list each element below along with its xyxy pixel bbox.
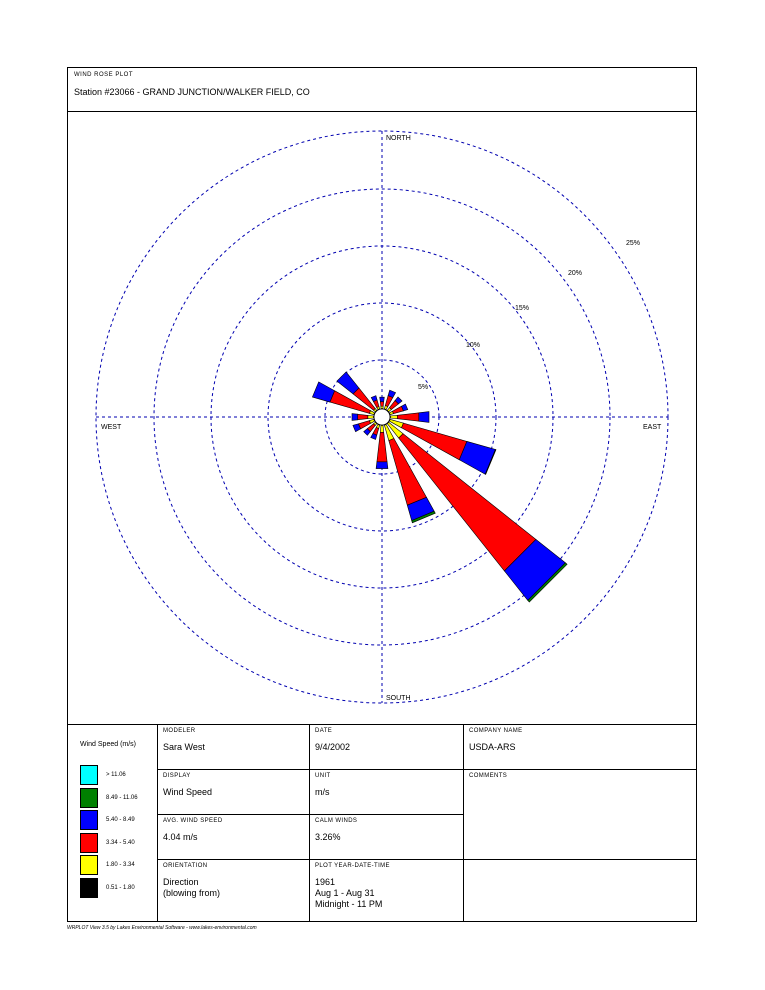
petal-90-bin-1: [390, 414, 398, 420]
legend-item: 0.51 - 1.80: [80, 877, 135, 898]
plot-type-label: WIND ROSE PLOT: [74, 72, 134, 78]
date-label: DATE: [315, 728, 333, 734]
display-cell: DISPLAY Wind Speed: [157, 769, 310, 815]
petal-90-bin-3: [418, 411, 430, 423]
legend-box: Wind Speed (m/s) > 11.06 8.49 - 11.06 5.40…: [67, 724, 158, 922]
calm-winds-cell: CALM WINDS 3.26%: [309, 814, 464, 860]
petal-292.5-bin-3: [311, 381, 335, 403]
ring-label: 25%: [626, 240, 640, 247]
petal-315-bin-3: [336, 371, 360, 395]
calm-winds-label: CALM WINDS: [315, 818, 358, 824]
petal-180-bin-3: [375, 461, 389, 469]
display-value: Wind Speed: [163, 787, 213, 797]
petal-337.5-bin-3: [370, 395, 378, 402]
petal-247.5-bin-3: [352, 423, 361, 433]
station-title: Station #23066 - GRAND JUNCTION/WALKER F…: [74, 87, 310, 97]
petal-0-bin-3: [379, 396, 385, 403]
software-credit: WRPLOT View 3.5 by Lakes Environmental S…: [67, 925, 257, 931]
petal-45-bin-3: [394, 396, 403, 405]
petal-225-bin-3: [363, 428, 371, 436]
petal-90-bin-2: [396, 412, 420, 422]
plot-header: WIND ROSE PLOT Station #23066 - GRAND JU…: [67, 67, 697, 112]
unit-value: m/s: [315, 787, 330, 797]
ring-label: 5%: [418, 384, 428, 391]
petal-270-bin-2: [357, 413, 369, 421]
ring-10: [267, 302, 497, 532]
company-cell: COMPANY NAME USDA-ARS: [463, 724, 697, 770]
north-label: NORTH: [386, 135, 411, 142]
unit-label: UNIT: [315, 773, 331, 779]
plot-year-cell: PLOT YEAR-DATE-TIME 1961 Aug 1 - Aug 31 …: [309, 859, 464, 922]
legend-swatch: [80, 765, 98, 785]
orientation-value: Direction (blowing from): [163, 877, 221, 898]
display-label: DISPLAY: [163, 773, 191, 779]
legend-swatch: [80, 877, 98, 898]
petal-270-bin-1: [367, 415, 374, 419]
modeler-cell: MODELER Sara West: [157, 724, 310, 770]
date-cell: DATE 9/4/2002: [309, 724, 464, 770]
date-value: 9/4/2002: [315, 742, 351, 752]
petal-67.5-bin-3: [401, 403, 409, 412]
modeler-label: MODELER: [163, 728, 196, 734]
ring-label: 10%: [466, 342, 480, 349]
blank-cell: [463, 859, 697, 922]
petal-270-bin-3: [351, 413, 358, 421]
comments-cell: COMMENTS: [463, 769, 697, 860]
petal-180-bin-2: [376, 431, 388, 463]
legend-swatch: [80, 855, 98, 875]
legend-item: 3.34 - 5.40: [80, 832, 135, 853]
petal-180-bin-1: [379, 425, 385, 433]
avg-speed-cell: AVG. WIND SPEED 4.04 m/s: [157, 814, 310, 860]
company-label: COMPANY NAME: [469, 728, 523, 734]
legend-title: Wind Speed (m/s): [80, 741, 137, 748]
petal-0-bin-1: [380, 405, 384, 409]
orientation-cell: ORIENTATION Direction (blowing from): [157, 859, 310, 922]
orientation-label: ORIENTATION: [163, 863, 208, 869]
ring-label: 20%: [568, 270, 582, 277]
petal-135-bin-4: [527, 562, 568, 603]
legend-item: 8.49 - 11.06: [80, 787, 138, 808]
unit-cell: UNIT m/s: [309, 769, 464, 815]
petal-0-bin-2: [379, 401, 385, 407]
legend-swatch: [80, 832, 98, 853]
ring-label: 15%: [515, 305, 529, 312]
legend-item: > 11.06: [80, 765, 126, 785]
legend-label: 8.49 - 11.06: [106, 794, 138, 801]
ring-20: [153, 188, 611, 646]
legend-label: > 11.06: [106, 772, 126, 778]
west-label: WEST: [101, 424, 122, 431]
avg-speed-label: AVG. WIND SPEED: [163, 818, 223, 824]
petal-202.5-bin-3: [370, 433, 378, 440]
petal-157.5-bin-4: [411, 510, 436, 524]
petal-22.5-bin-3: [387, 389, 397, 398]
avg-speed-value: 4.04 m/s: [163, 832, 198, 842]
plot-year-label: PLOT YEAR-DATE-TIME: [315, 863, 390, 869]
wind-rose-chart: 5% 10% 15% 20% 25% NORTH SOUTH EAST WEST: [95, 130, 669, 704]
legend-swatch: [80, 787, 98, 808]
petal-112.5-bin-3: [458, 441, 496, 475]
legend-swatch: [80, 810, 98, 830]
comments-label: COMMENTS: [469, 773, 508, 779]
legend-label: 0.51 - 1.80: [106, 884, 135, 891]
plot-year-value: 1961 Aug 1 - Aug 31 Midnight - 11 PM: [315, 877, 383, 909]
calm-winds-value: 3.26%: [315, 832, 341, 842]
legend-label: 3.34 - 5.40: [106, 839, 135, 846]
legend-label: 1.80 - 3.34: [106, 862, 135, 868]
south-label: SOUTH: [386, 695, 411, 702]
calm-circle: [373, 408, 391, 426]
company-value: USDA-ARS: [469, 742, 516, 752]
petal-112.5-bin-4: [484, 449, 497, 475]
legend-item: 5.40 - 8.49: [80, 810, 135, 830]
east-label: EAST: [643, 424, 662, 431]
legend-label: 5.40 - 8.49: [106, 817, 135, 823]
legend-item: 1.80 - 3.34: [80, 855, 135, 875]
modeler-value: Sara West: [163, 742, 205, 752]
